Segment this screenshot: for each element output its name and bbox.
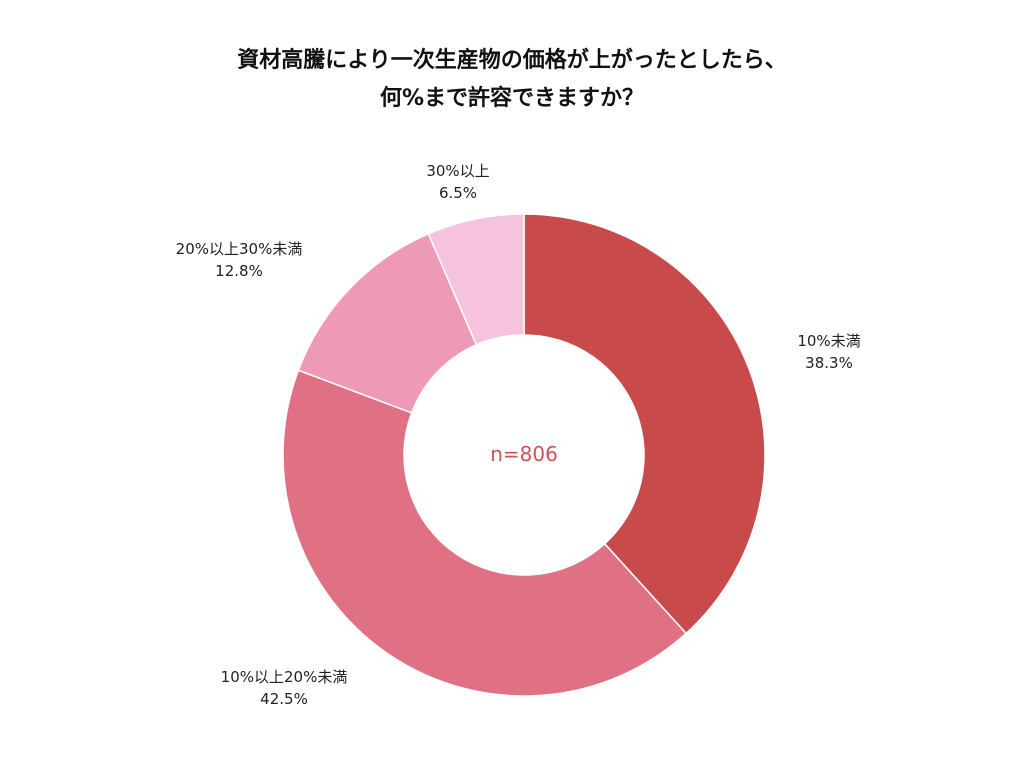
slice-10-to-20 — [282, 369, 688, 697]
slice-under-10 — [523, 213, 766, 635]
chart-title-line-2: 何%まで許容できますか？ — [379, 86, 645, 111]
slice-label-30-plus-name: 30%以上 — [426, 162, 490, 180]
slice-label-under-10: 10%未満 38.3% — [797, 330, 860, 374]
chart-title-line-1: 資材高騰により一次生産物の価格が上がったとしたら、 — [237, 48, 787, 73]
slice-label-10-to-20-name: 10%以上20%未満 — [220, 668, 348, 686]
chart-title: 資材高騰により一次生産物の価格が上がったとしたら、 何%まで許容できますか？ — [0, 42, 1024, 118]
slice-label-20-to-30-name: 20%以上30%未満 — [175, 240, 303, 258]
slice-label-30-plus-value: 6.5% — [438, 184, 478, 202]
sample-size-label: n=806 — [490, 442, 558, 466]
slice-label-20-to-30: 20%以上30%未満 12.8% — [176, 238, 303, 282]
slice-label-10-to-20-value: 42.5% — [260, 690, 308, 708]
slice-label-30-plus: 30%以上 6.5% — [426, 160, 489, 204]
slice-label-under-10-name: 10%未満 — [797, 332, 861, 350]
slice-label-under-10-value: 38.3% — [805, 354, 853, 372]
slice-label-20-to-30-value: 12.8% — [215, 262, 263, 280]
slice-label-10-to-20: 10%以上20%未満 42.5% — [221, 666, 348, 710]
slice-30-plus — [427, 213, 525, 346]
